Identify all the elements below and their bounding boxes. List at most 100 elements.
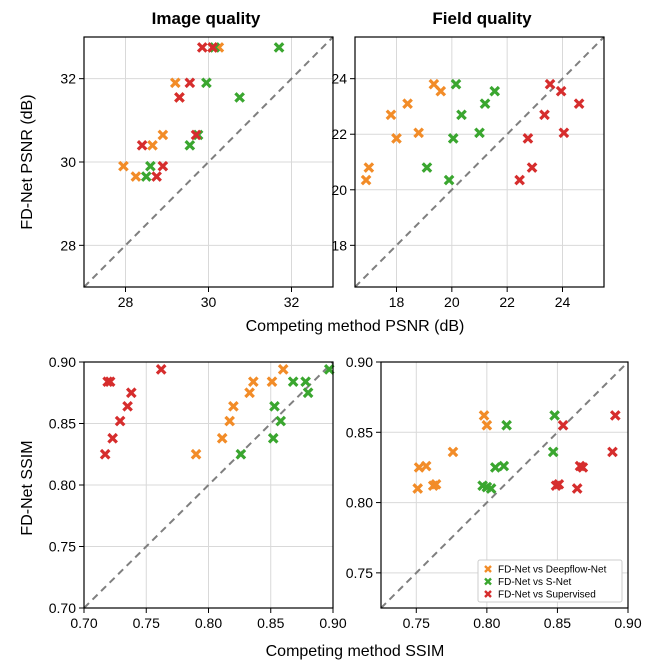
point-snet [485,483,497,494]
tick-label-x: 0.70 [70,615,97,631]
point-snet [498,460,510,472]
point-supervised [102,376,113,388]
ylabel-psnr: FD-Net PSNR (dB) [19,94,36,229]
tick-label-x: 0.75 [403,615,430,631]
point-supervised [114,415,126,427]
point-deepflow [430,478,442,490]
point-snet [547,446,559,458]
xlabel-psnr: Competing method PSNR (dB) [246,318,465,335]
point-supervised [544,78,556,90]
point-deepflow [224,415,235,427]
point-snet [447,133,459,144]
tick-label-x: 30 [201,294,217,310]
point-supervised [184,77,196,89]
point-deepflow [447,446,459,458]
ylabel-ssim: FD-Net SSIM [19,440,36,535]
point-deepflow [169,77,181,89]
point-snet [501,419,512,431]
axes-frame [380,361,629,609]
legend-label-supervised: FD-Net vs Supervised [498,590,596,601]
tick-label-y: 28 [60,237,76,253]
tick-label-y: 32 [60,71,76,87]
point-snet [489,462,501,473]
point-snet [234,92,245,103]
point-supervised [207,42,218,53]
point-supervised [107,432,118,444]
tick-label-y: 0.85 [346,424,373,440]
point-supervised [539,109,550,121]
tick-label-x: 0.85 [544,615,571,631]
point-supervised [571,483,583,494]
point-deepflow [478,410,490,421]
point-supervised [125,387,137,399]
point-snet [549,410,560,421]
point-deepflow [413,462,425,473]
tick-label-y: 0.75 [49,539,76,555]
point-snet [273,42,285,53]
panel-field-quality: 18 20 22 24 18 20 22 24 [331,36,605,310]
point-snet [275,415,287,427]
point-snet [184,140,196,151]
axes-frame [83,36,334,288]
tick-label-x: 0.75 [133,615,160,631]
point-snet [474,127,485,139]
point-deepflow [277,364,289,375]
point-supervised [157,160,169,172]
point-snet [450,78,462,90]
point-deepflow [391,133,402,144]
tick-label-y: 0.80 [346,495,373,511]
tick-label-x: 32 [284,294,300,310]
tick-label-x: 0.80 [473,615,500,631]
legend-label-snet: FD-Net vs S-Net [498,577,572,588]
point-deepflow [228,400,239,412]
tick-label-x: 0.90 [614,615,641,631]
point-supervised [526,162,538,173]
point-snet [201,77,212,89]
point-supervised [609,410,621,421]
point-supervised [577,462,589,473]
point-deepflow [435,85,447,97]
tick-label-x: 28 [118,294,134,310]
legend-marker-snet [484,577,492,586]
point-supervised [190,129,202,141]
tick-label-y: 24 [331,71,347,87]
point-snet [287,376,299,388]
tick-label-y: 0.90 [49,354,76,370]
panel-ssim-left: 0.70 0.75 0.80 0.85 0.90 0.70 0.75 0.80 0.85 0.90 [49,354,347,631]
point-snet [235,448,247,460]
tick-label-x: 0.90 [319,615,346,631]
point-deepflow [244,387,255,399]
legend-box [477,559,623,603]
point-deepflow [412,483,424,494]
legend-marker-supervised [484,590,492,598]
point-supervised [196,42,208,53]
point-supervised [573,98,585,109]
tick-label-y: 0.75 [346,565,373,581]
point-deepflow [363,162,375,173]
legend-marker-deepflow [484,565,492,573]
tick-label-x: 0.80 [195,615,222,631]
tick-label-y: 0.90 [346,354,373,370]
tick-label-y: 0.80 [49,477,76,493]
identity-line [354,36,605,288]
point-snet [479,98,491,109]
tick-label-x: 0.85 [257,615,284,631]
point-deepflow [360,174,372,186]
point-deepflow [481,419,493,431]
point-supervised [99,448,111,460]
point-snet [302,387,314,399]
point-supervised [122,400,133,412]
legend-label-deepflow: FD-Net vs Deepflow-Net [498,565,607,576]
point-snet [456,109,467,121]
identity-line [83,361,334,609]
tick-label-y: 0.85 [49,416,76,432]
tick-label-y: 0.70 [49,600,76,616]
point-snet [140,171,152,182]
tick-label-y: 30 [60,154,76,170]
point-supervised [558,127,570,139]
point-supervised [522,133,534,144]
title-field-quality: Field quality [432,9,532,28]
point-deepflow [130,171,142,182]
point-snet [145,160,156,172]
point-deepflow [216,432,228,444]
